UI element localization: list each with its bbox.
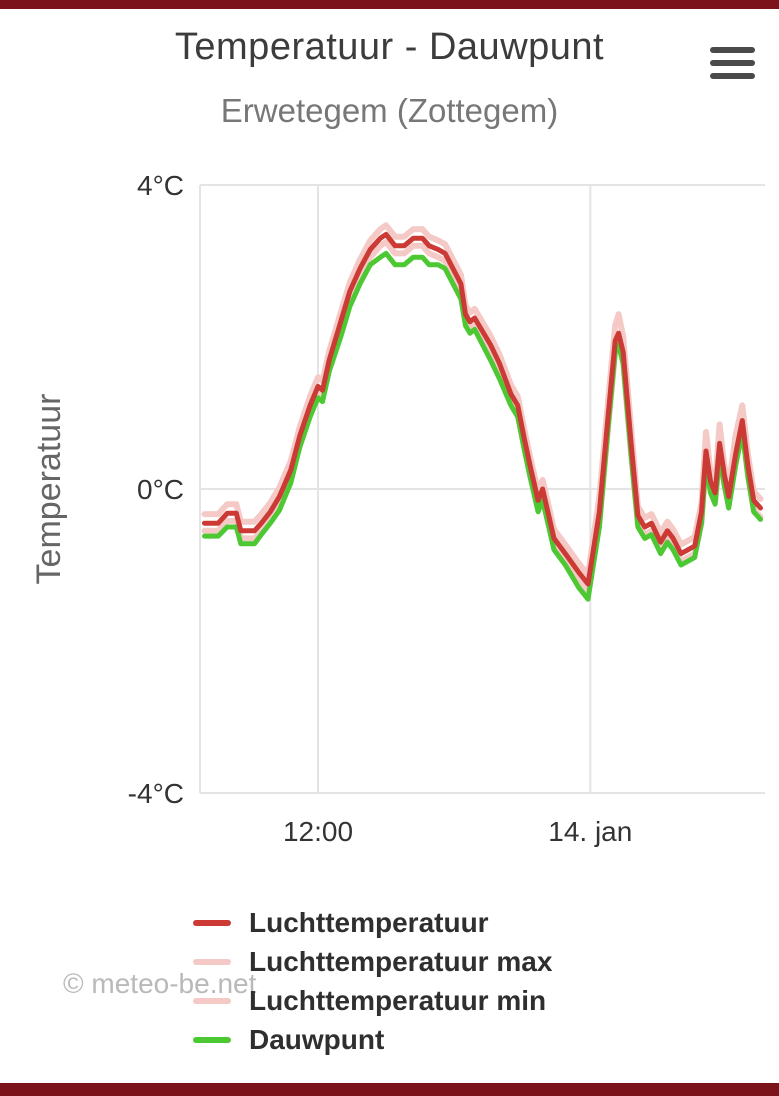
y-tick-label: -4°C: [128, 778, 184, 809]
hamburger-icon: [710, 47, 755, 53]
series-line-luchttemperatuur: [202, 231, 763, 587]
legend-swatch-icon: [193, 958, 231, 965]
page-subtitle: Erwetegem (Zottegem): [220, 92, 559, 129]
legend-label: Luchttemperatuur min: [249, 984, 547, 1016]
y-tick-label: 4°C: [137, 170, 184, 201]
watermark: © meteo-be.net: [63, 968, 257, 999]
legend-label: Dauwpunt: [249, 1023, 385, 1055]
legend-swatch-icon: [193, 919, 231, 926]
legend-label: Luchttemperatuur max: [249, 945, 553, 977]
legend-label: Luchttemperatuur: [249, 906, 489, 938]
x-tick-label: 12:00: [283, 816, 353, 847]
legend-swatch-icon: [193, 1036, 231, 1043]
legend-item[interactable]: Luchttemperatuur min: [193, 981, 552, 1020]
x-tick-label: 14. jan: [548, 816, 632, 847]
hamburger-icon: [710, 60, 755, 66]
legend-item[interactable]: Luchttemperatuur: [193, 903, 552, 942]
legend-item[interactable]: Luchttemperatuur max: [193, 942, 552, 981]
series-line-luchttemperatuur-max: [201, 222, 764, 578]
y-tick-label: 0°C: [137, 474, 184, 505]
hamburger-icon: [710, 73, 755, 79]
legend: Luchttemperatuur Luchttemperatuur max Luch…: [193, 903, 552, 1059]
legend-swatch-icon: [193, 997, 231, 1004]
top-accent-bar: [0, 0, 779, 9]
y-axis-title: Temperatuur: [30, 394, 68, 585]
page-title: Temperatuur - Dauwpunt: [174, 26, 605, 68]
hamburger-menu-button[interactable]: [710, 47, 755, 81]
bottom-accent-bar: [0, 1083, 779, 1096]
legend-item[interactable]: Dauwpunt: [193, 1020, 552, 1059]
